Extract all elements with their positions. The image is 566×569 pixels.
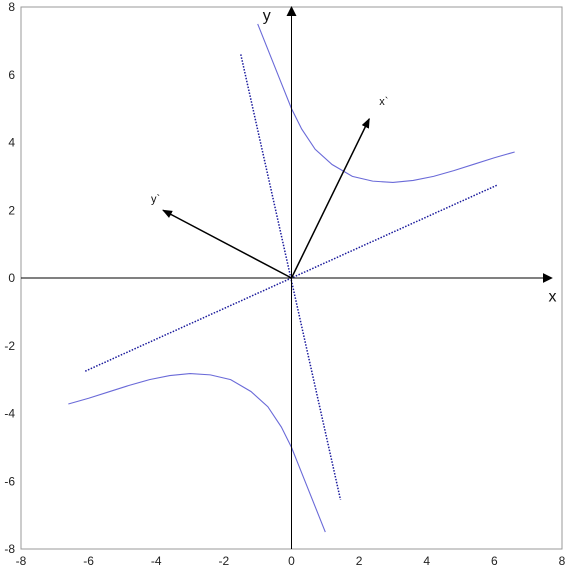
y-prime-axis-label: y` [151, 193, 160, 205]
x-tick-label: -2 [219, 554, 230, 568]
x-prime-axis-arrow [290, 117, 370, 279]
y-tick-label: -8 [4, 542, 15, 556]
y-tick-label: -4 [4, 407, 15, 421]
hyperbola-branches [68, 23, 515, 533]
y-tick-label: 8 [8, 0, 15, 14]
y-tick-label: 0 [8, 271, 15, 285]
y-tick-label: -6 [4, 474, 15, 488]
x-tick-label: 6 [491, 554, 498, 568]
y-tick-label: 2 [8, 203, 15, 217]
x-tick-label: 8 [559, 554, 566, 568]
y-tick-label: 6 [8, 68, 15, 82]
y-prime-axis-arrow [162, 209, 292, 279]
coordinate-axes: x y x` y` [21, 6, 556, 549]
x-tick-label: 4 [423, 554, 430, 568]
x-tick-label: 2 [356, 554, 363, 568]
y-axis-label: y [263, 8, 271, 25]
hyperbola-branch-2 [68, 372, 326, 533]
x-prime-axis-label: x` [379, 96, 388, 108]
y-tick-label: 4 [8, 136, 15, 150]
x-tick-label: -8 [16, 554, 27, 568]
hyperbola-branch-1 [257, 23, 515, 184]
x-tick-label: -6 [83, 554, 94, 568]
x-tick-label: -4 [151, 554, 162, 568]
y-tick-label: -2 [4, 339, 15, 353]
x-tick-label: 0 [288, 554, 295, 568]
tick-labels: -8 -6 -4 -2 0 2 4 6 8 -8 -6 -4 -2 0 2 4 6 8 [4, 0, 565, 568]
x-axis-label: x [548, 289, 556, 306]
